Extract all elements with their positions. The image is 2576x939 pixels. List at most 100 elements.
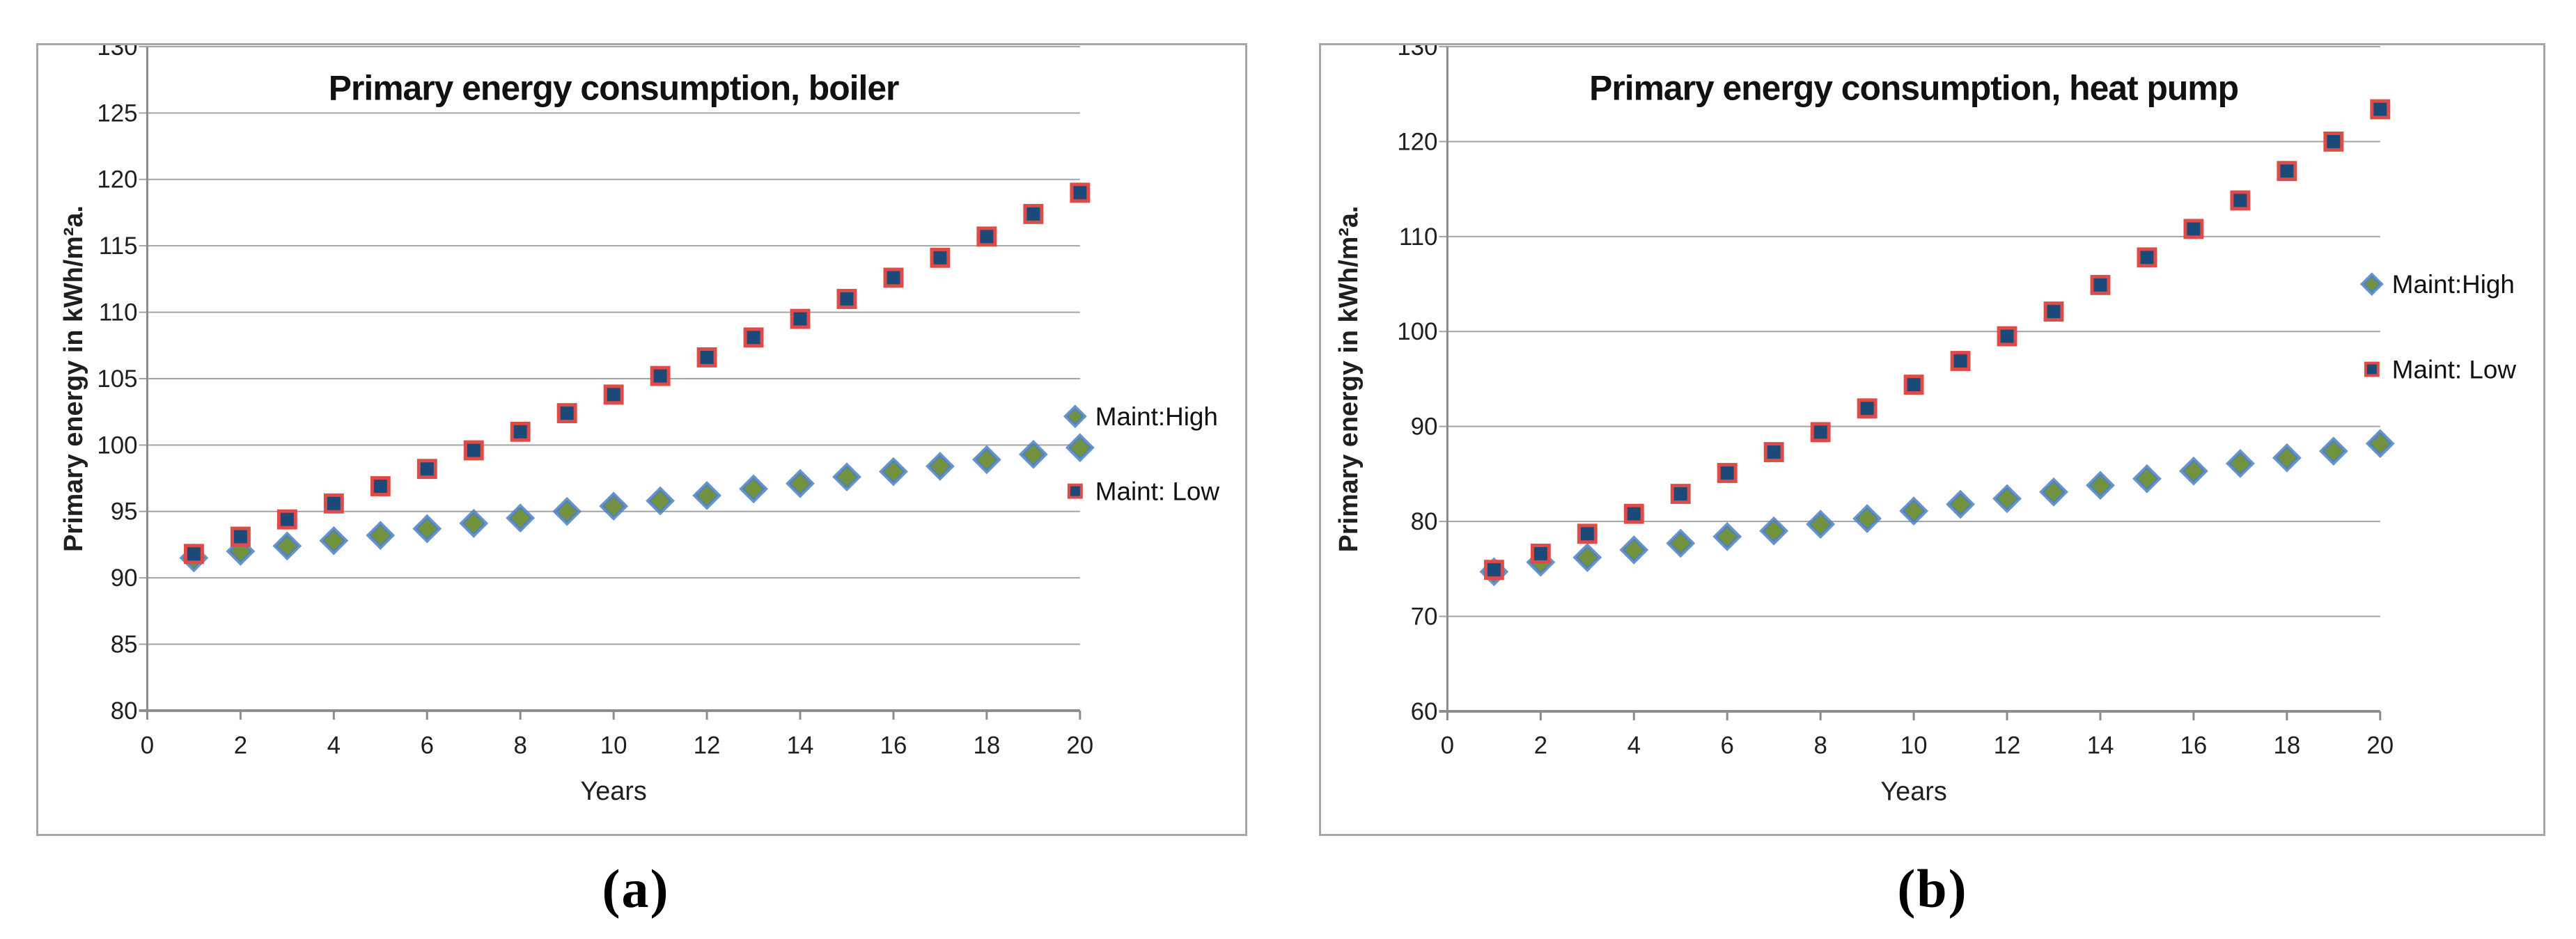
data-point-maint-low — [1530, 544, 1551, 564]
diamond-marker-body — [2275, 446, 2299, 470]
data-point-maint-low — [650, 365, 671, 386]
data-point-maint-low — [1903, 374, 1924, 395]
legend-diamond-icon — [2359, 272, 2384, 297]
x-tick-label: 12 — [1994, 732, 2021, 759]
data-point-maint-low — [836, 289, 857, 309]
diamond-marker-body — [2228, 452, 2252, 475]
x-tick-label: 2 — [234, 732, 247, 759]
data-point-maint-low — [603, 384, 624, 405]
data-point-maint-low — [2370, 99, 2391, 120]
data-point-maint-high — [2318, 436, 2348, 466]
diamond-marker-body — [1995, 487, 2019, 510]
data-point-maint-low — [416, 459, 437, 480]
y-tick-label: 100 — [1397, 318, 1437, 345]
diamond-marker-body — [2363, 275, 2381, 293]
x-tick-label: 20 — [1066, 732, 1093, 759]
data-point-maint-low — [743, 327, 764, 348]
y-tick-label: 120 — [1397, 128, 1437, 155]
x-tick-label: 8 — [514, 732, 527, 759]
data-point-maint-high — [692, 480, 722, 510]
data-point-maint-low — [1023, 203, 1044, 224]
y-tick-label: 80 — [111, 697, 138, 725]
diamond-marker-body — [322, 529, 345, 553]
legend-label: Maint:High — [2392, 270, 2515, 299]
legend-label: Maint: Low — [2392, 355, 2517, 384]
data-point-maint-low — [2137, 247, 2157, 268]
x-tick-label: 2 — [1534, 732, 1547, 759]
x-tick-label: 10 — [1900, 732, 1928, 759]
diamond-marker-body — [2135, 467, 2159, 491]
y-tick-label: 70 — [1411, 603, 1438, 630]
data-point-maint-low — [883, 267, 904, 288]
diamond-marker-body — [1575, 546, 1599, 569]
data-point-maint-high — [2178, 456, 2208, 486]
data-point-maint-high — [1946, 489, 1975, 519]
data-point-maint-high — [1572, 543, 1602, 572]
diamond-marker-body — [555, 500, 579, 523]
data-point-maint-low — [1577, 523, 1598, 544]
data-point-maint-high — [1666, 528, 1696, 558]
data-point-maint-high — [2132, 464, 2162, 494]
x-tick-label: 4 — [327, 732, 341, 759]
data-point-maint-low — [930, 247, 951, 268]
y-tick-label: 130 — [97, 45, 137, 61]
data-point-maint-low — [1670, 484, 1691, 504]
diamond-marker-body — [2182, 459, 2206, 483]
data-point-maint-high — [1619, 535, 1649, 565]
legend-label: Maint: Low — [1095, 478, 1220, 506]
x-tick-label: 16 — [880, 732, 907, 759]
data-point-maint-low — [1857, 398, 1878, 419]
x-tick-label: 8 — [1813, 732, 1827, 759]
data-point-maint-high — [925, 451, 955, 481]
data-point-maint-low — [976, 226, 997, 247]
data-point-maint-high — [459, 509, 489, 538]
diamond-marker-body — [695, 484, 719, 507]
diamond-marker-body — [1949, 493, 1972, 516]
x-tick-label: 0 — [1441, 732, 1454, 759]
legend-square-icon — [2364, 361, 2380, 377]
data-point-maint-low — [1717, 463, 1738, 483]
data-point-maint-high — [272, 531, 302, 561]
chart-title: Primary energy consumption, heat pump — [1589, 69, 2238, 108]
y-tick-label: 110 — [99, 299, 138, 326]
y-axis-title: Primary energy in kWh/m²a. — [1334, 206, 1364, 553]
diamond-marker-body — [742, 477, 765, 500]
data-point-maint-low — [696, 347, 717, 368]
chart-title: Primary energy consumption, boiler — [329, 69, 899, 108]
data-point-maint-high — [786, 468, 815, 498]
data-point-maint-low — [790, 308, 811, 329]
data-point-maint-high — [506, 503, 536, 533]
data-point-maint-high — [2225, 448, 2255, 478]
data-point-maint-high — [971, 445, 1001, 475]
diamond-marker-body — [1068, 436, 1092, 459]
diamond-marker-body — [1669, 532, 1692, 555]
data-point-maint-high — [832, 462, 861, 492]
diamond-marker-body — [1022, 443, 1045, 466]
data-point-maint-low — [1483, 560, 1504, 581]
y-tick-label: 100 — [97, 432, 137, 459]
data-point-maint-high — [366, 521, 396, 550]
x-axis-title: Years — [1880, 777, 1946, 806]
caption-a: (a) — [602, 858, 670, 919]
y-tick-label: 105 — [97, 365, 137, 393]
diamond-marker-body — [2368, 432, 2392, 455]
x-tick-label: 10 — [600, 732, 627, 759]
caption-b: (b) — [1897, 858, 1968, 919]
chart-boiler: 80 85 90 95 100 105 110 115 120 125 130 0 2 4 6 8 10 12 14… — [59, 45, 1220, 806]
legend-label: Maint:High — [1095, 402, 1218, 431]
data-point-maint-high — [1018, 439, 1048, 469]
data-point-maint-high — [552, 496, 582, 526]
x-tick-label: 20 — [2366, 732, 2394, 759]
diamond-marker-body — [2322, 439, 2345, 463]
diamond-marker-body — [2042, 480, 2066, 504]
data-point-maint-low — [1950, 351, 1971, 371]
data-point-maint-low — [183, 544, 204, 565]
x-tick-label: 14 — [787, 732, 814, 759]
y-tick-label: 95 — [111, 498, 138, 526]
data-point-maint-low — [1997, 326, 2017, 347]
data-point-maint-low — [2323, 131, 2344, 152]
data-point-maint-low — [1070, 182, 1091, 203]
data-point-maint-high — [2272, 443, 2302, 473]
data-point-maint-high — [1992, 484, 2022, 514]
diamond-marker-body — [276, 535, 299, 558]
